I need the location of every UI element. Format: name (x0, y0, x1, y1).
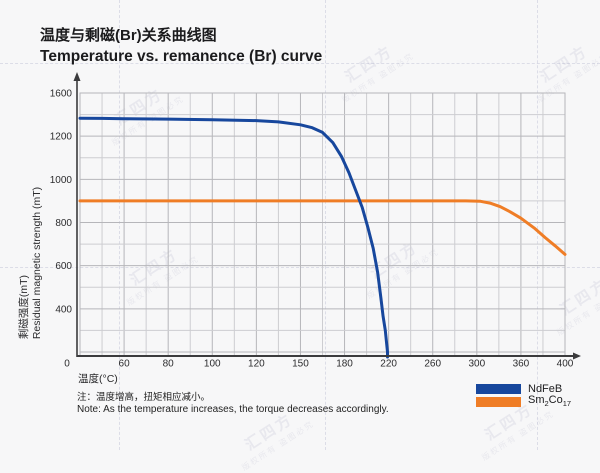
y-tick-label: 1200 (50, 132, 73, 143)
x-tick-label: 260 (424, 359, 441, 370)
plot-border (79, 92, 566, 353)
y-tick-label: 1000 (50, 175, 73, 186)
x-tick-label: 180 (336, 359, 353, 370)
y-axis-label: 剩磁强度(mT) Residual magnetic strength (mT) (18, 187, 44, 339)
x-tick-label: 0 (64, 359, 70, 370)
x-tick-label: 300 (468, 359, 485, 370)
legend-item-sm2co17: Sm2Co17 (476, 394, 572, 409)
watermark-dashed-vline (325, 0, 326, 450)
x-axis-arrow-icon (573, 352, 581, 360)
legend-swatch-ndfeb (476, 383, 521, 394)
y-tick-label: 400 (55, 304, 72, 315)
watermark-dashed-vline (537, 0, 538, 450)
x-tick-label: 220 (380, 359, 397, 370)
footnote: 注：温度增高，扭矩相应减小。 Note: As the temperature … (77, 392, 389, 416)
watermark-dashed-hline (0, 63, 600, 64)
x-tick-label: 360 (513, 359, 530, 370)
series-line-sm2co17 (78, 199, 567, 256)
x-axis-label: 温度(°C) (78, 373, 118, 385)
legend: NdFeB Sm2Co17 (476, 382, 572, 409)
y-tick-label: 1600 (50, 89, 73, 100)
x-tick-label: 100 (204, 359, 221, 370)
chart-canvas: 0 60 80 100 120 150 180 220 260 300 360 400 400 600 80… (50, 72, 581, 370)
x-tick-label: 120 (248, 359, 265, 370)
x-tick-label: 80 (163, 359, 175, 370)
x-tick-label: 60 (119, 359, 131, 370)
x-tick-label: 400 (557, 359, 574, 370)
footnote-en: Note: As the temperature increases, the … (77, 404, 389, 415)
y-axis-label-en: Residual magnetic strength (mT) (31, 186, 43, 340)
watermark-dashed-vline (119, 0, 120, 450)
y-tick-label: 600 (55, 261, 72, 272)
chart-title-zh: 温度与剩磁(Br)关系曲线图 (40, 27, 217, 44)
legend-swatch-sm2co17 (476, 396, 521, 407)
chart-title-en: Temperature vs. remanence (Br) curve (40, 48, 323, 65)
legend-item-ndfeb: NdFeB (476, 382, 571, 395)
legend-label-sm2co17: Sm2Co17 (528, 394, 572, 409)
footnote-zh: 注：温度增高，扭矩相应减小。 (77, 392, 211, 403)
y-axis-label-zh: 剩磁强度(mT) (18, 275, 30, 340)
series-line-ndfeb (78, 116, 389, 359)
y-axis-arrow-icon (73, 72, 81, 81)
legend-label-ndfeb: NdFeB (528, 382, 563, 395)
y-tick-label: 800 (55, 218, 72, 229)
x-tick-label: 150 (292, 359, 309, 370)
chart-title: 温度与剩磁(Br)关系曲线图 Temperature vs. remanence… (40, 26, 322, 67)
